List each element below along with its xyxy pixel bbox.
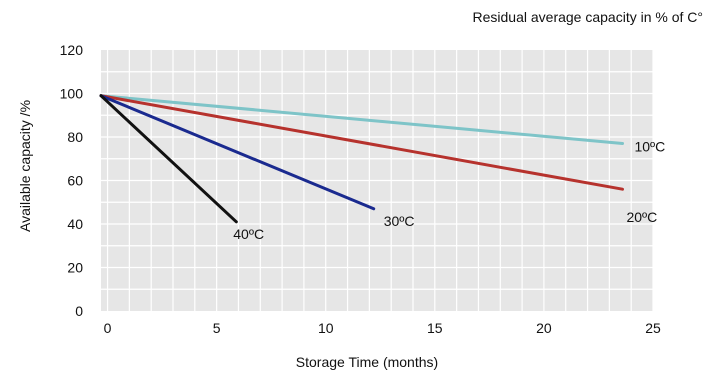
series-labels: 10ºC 20ºC 30ºC 40ºC xyxy=(233,139,665,242)
y-tick-label: 120 xyxy=(60,42,84,58)
series-label: 10ºC xyxy=(634,139,665,155)
x-tick-label: 20 xyxy=(536,320,552,336)
x-tick-label: 10 xyxy=(318,320,334,336)
y-axis-label: Available capacity /% xyxy=(17,100,33,232)
x-tick-label: 15 xyxy=(427,320,443,336)
x-tick-label: 0 xyxy=(104,320,112,336)
x-axis-ticks: 0 5 10 15 20 25 xyxy=(104,320,661,336)
series-label: 40ºC xyxy=(233,226,264,242)
y-tick-label: 40 xyxy=(67,216,83,232)
x-axis-label: Storage Time (months) xyxy=(296,354,438,370)
y-tick-label: 0 xyxy=(75,303,83,319)
series-label: 30ºC xyxy=(384,213,415,229)
series-label: 20ºC xyxy=(626,209,657,225)
series-line xyxy=(99,94,238,224)
chart-title: Residual average capacity in % of C° xyxy=(473,9,704,25)
y-tick-label: 100 xyxy=(60,86,84,102)
series-lines xyxy=(99,94,624,224)
y-axis-ticks: 0 20 40 60 80 100 120 xyxy=(60,42,84,319)
x-tick-label: 5 xyxy=(213,320,221,336)
series-line xyxy=(99,94,376,211)
y-tick-label: 60 xyxy=(67,173,83,189)
x-tick-label: 25 xyxy=(645,320,661,336)
y-tick-label: 80 xyxy=(67,129,83,145)
series-line xyxy=(99,94,624,145)
y-tick-label: 20 xyxy=(67,260,83,276)
series-line xyxy=(99,94,624,191)
